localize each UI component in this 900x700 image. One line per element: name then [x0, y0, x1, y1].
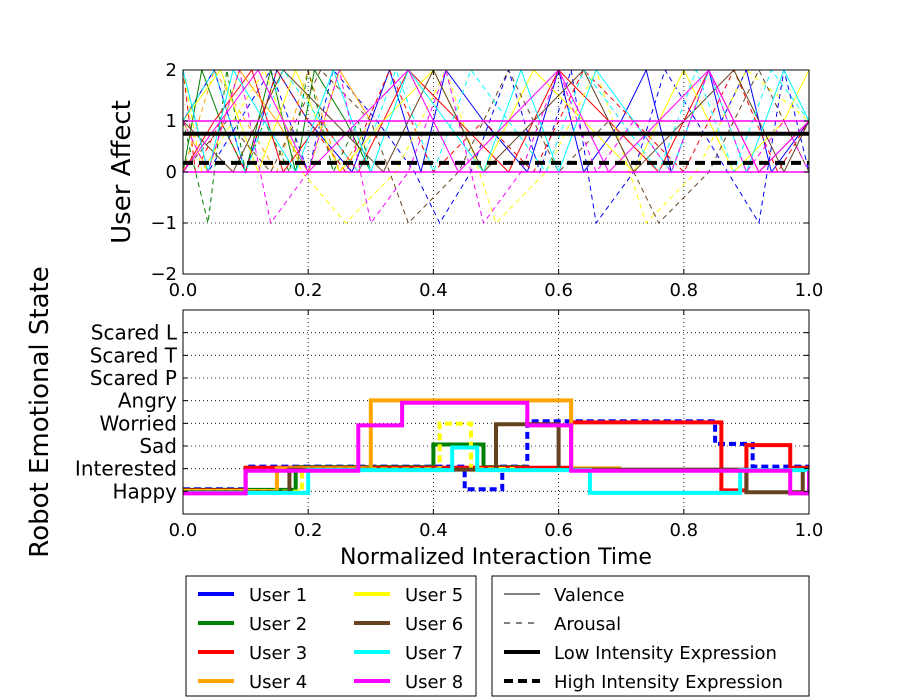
- state-label: Worried: [100, 411, 178, 435]
- arousal-line-user-6: [183, 70, 809, 224]
- valence-line-user-8: [183, 70, 809, 173]
- x-tick-label: 1.0: [795, 520, 824, 541]
- arousal-line-user-5: [183, 70, 809, 224]
- user-legend: User 1 User 2 User 3 User 4 User 5 User 6 User…: [185, 575, 477, 697]
- x-tick-label: 0.2: [294, 280, 323, 301]
- state-label: Happy: [112, 479, 177, 503]
- state-label: Scared T: [90, 343, 178, 367]
- state-label: Angry: [118, 389, 177, 413]
- robot-state-line-user-8: [183, 400, 809, 496]
- legend-label: Valence: [554, 585, 624, 606]
- legend-label: User 7: [405, 643, 463, 664]
- x-tick-label: 0.6: [544, 520, 573, 541]
- x-tick-label: 0.4: [419, 520, 448, 541]
- legend-label: User 1: [249, 585, 307, 606]
- legend-label: Arousal: [554, 614, 621, 635]
- y-tick-label: −1: [150, 213, 177, 234]
- x-tick-label: 0.8: [669, 520, 698, 541]
- robot-state-plot-area: [183, 310, 809, 514]
- robot-state-ylabel: Robot Emotional State: [25, 266, 55, 557]
- state-label: Interested: [75, 457, 177, 481]
- x-tick-label: 0.4: [419, 280, 448, 301]
- y-tick-label: 0: [166, 162, 177, 183]
- x-tick-label: 0.0: [169, 280, 198, 301]
- state-label: Scared L: [91, 321, 178, 345]
- robot-state-line-user-2: [183, 442, 528, 492]
- x-tick-label: 1.0: [795, 280, 824, 301]
- x-axis-title: Normalized Interaction Time: [340, 545, 652, 570]
- intensity-reference-lines: [183, 120, 809, 173]
- legend-label: User 3: [249, 643, 307, 664]
- arousal-line-user-8: [183, 70, 809, 225]
- user-legend-box: [185, 575, 477, 697]
- robot-state-x-ticks: 0.0 0.2 0.4 0.6 0.8 1.0: [169, 310, 824, 541]
- legend-label: User 2: [249, 614, 307, 635]
- user-affect-panel: 2 1 0 −1 −2 0.0 0.2 0.4 0.6 0.8 1.0 User Affect: [107, 60, 823, 301]
- y-tick-label: 2: [166, 60, 177, 81]
- legend-label: User 4: [249, 672, 307, 693]
- arousal-line-user-7: [183, 70, 809, 174]
- robot-state-series: [183, 398, 809, 496]
- x-tick-label: 0.0: [169, 520, 198, 541]
- state-label: Scared P: [90, 366, 177, 390]
- legend-label: High Intensity Expression: [554, 672, 783, 693]
- user-affect-x-ticks: 0.0 0.2 0.4 0.6 0.8 1.0: [169, 70, 824, 301]
- style-legend: Valence Arousal Low Intensity Expression Hi…: [491, 575, 810, 697]
- x-tick-label: 0.8: [669, 280, 698, 301]
- user-affect-ylabel: User Affect: [107, 100, 137, 244]
- legend-label: Low Intensity Expression: [554, 643, 777, 664]
- style-legend-box: [491, 575, 810, 697]
- legend-label: User 5: [405, 585, 463, 606]
- state-label: Sad: [139, 434, 177, 458]
- y-tick-label: −2: [150, 264, 177, 285]
- y-tick-label: 1: [166, 111, 177, 132]
- robot-state-line-user-5: [183, 421, 515, 494]
- x-tick-label: 0.6: [544, 280, 573, 301]
- user-affect-y-ticks: 2 1 0 −1 −2: [150, 60, 809, 285]
- legend-label: User 6: [405, 614, 463, 635]
- legend-label: User 8: [405, 672, 463, 693]
- robot-state-frame: [182, 309, 810, 515]
- x-tick-label: 0.2: [294, 520, 323, 541]
- valence-line-user-6: [183, 70, 809, 174]
